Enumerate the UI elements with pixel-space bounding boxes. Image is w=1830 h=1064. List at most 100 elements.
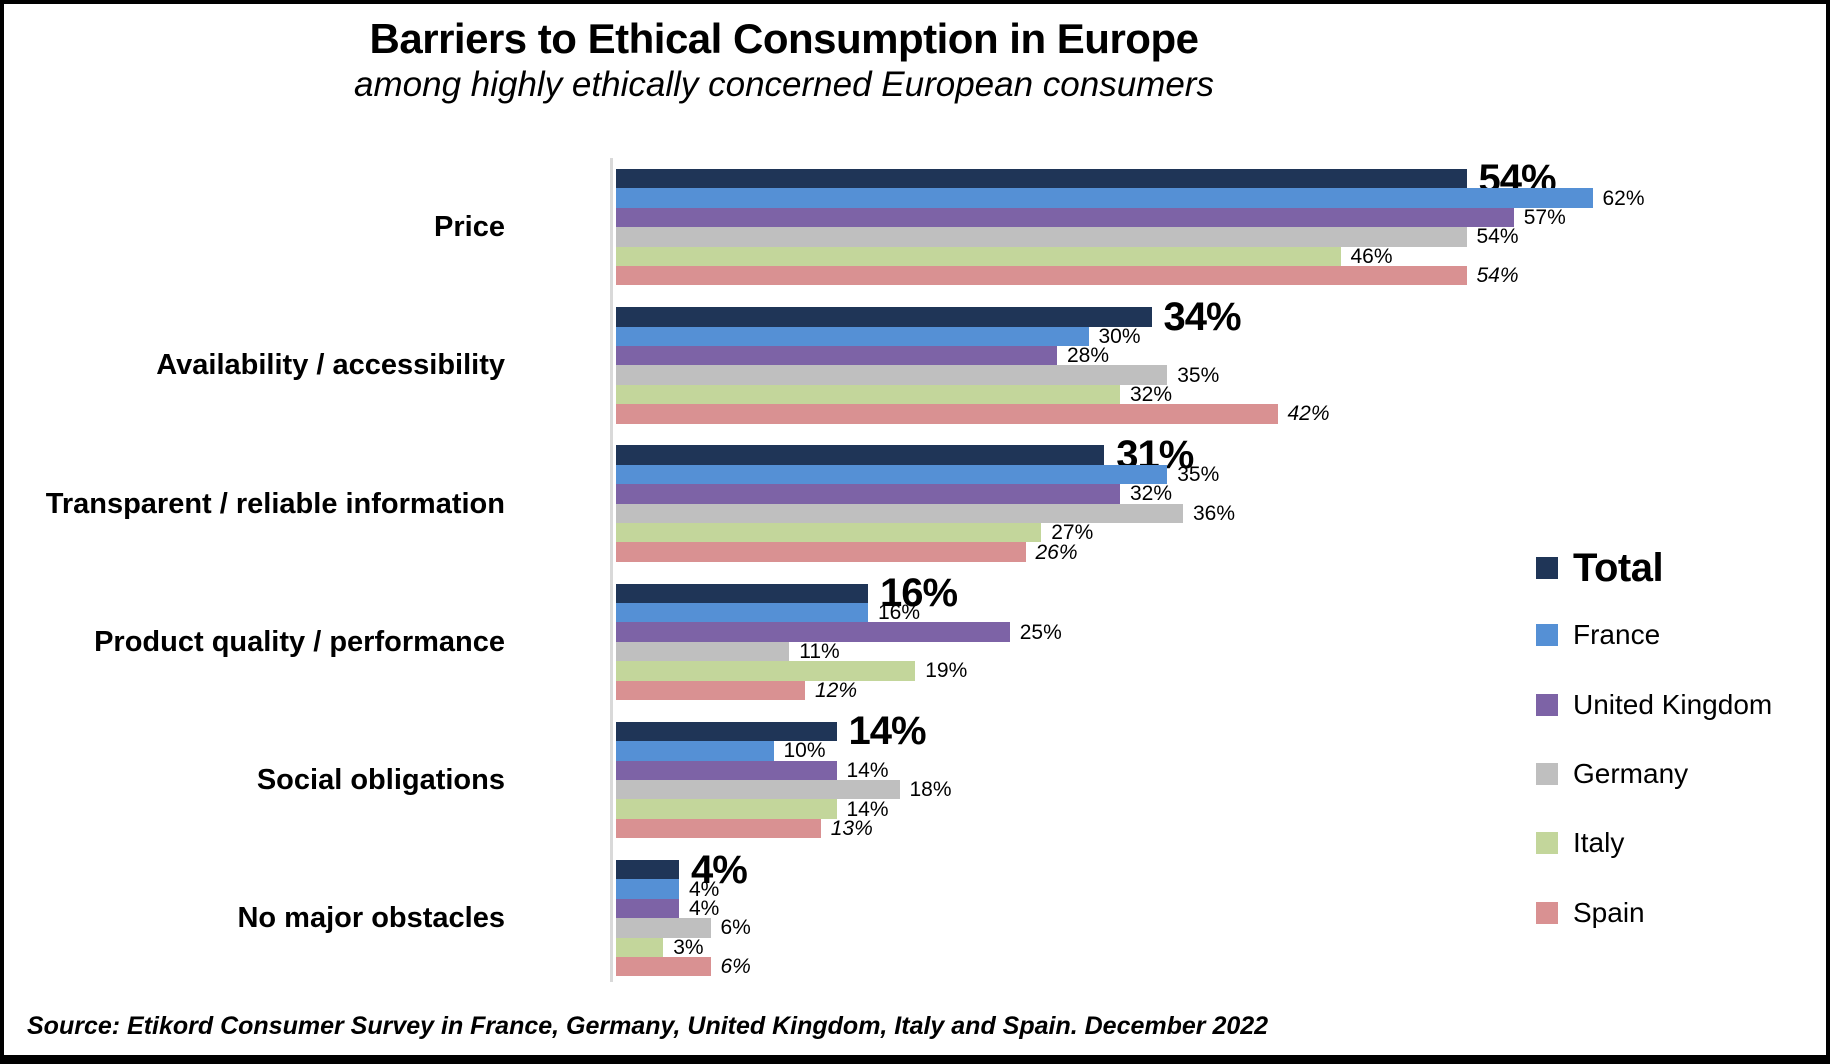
bar-total-social-obligations	[616, 721, 837, 742]
bar-france-transparent-reliable-information	[616, 464, 1168, 485]
bar-row-italy: 3%	[616, 937, 1645, 958]
bar-row-total: 31%	[616, 435, 1645, 475]
value-label-united-kingdom-price: 57%	[1523, 205, 1566, 229]
bar-row-france: 30%	[616, 324, 1645, 348]
bar-row-total: 54%	[616, 159, 1645, 199]
value-label-france-price: 62%	[1602, 186, 1645, 210]
bar-row-spain: 13%	[616, 818, 1645, 839]
value-label-spain-availability-accessibility: 42%	[1287, 402, 1330, 426]
bar-spain-transparent-reliable-information	[616, 542, 1026, 562]
bar-total-no-major-obstacles	[616, 859, 679, 880]
value-label-germany-transparent-reliable-information: 36%	[1193, 501, 1236, 525]
value-label-spain-product-quality-performance: 12%	[815, 678, 858, 702]
bar-row-united-kingdom: 4%	[616, 896, 1645, 920]
bar-total-transparent-reliable-information	[616, 445, 1105, 465]
bar-row-spain: 42%	[616, 402, 1645, 426]
bar-group-transparent-reliable-information: 31% 35% 32% 36% 27% 26%	[616, 435, 1645, 564]
bar-spain-product-quality-performance	[616, 680, 805, 700]
bar-spain-no-major-obstacles	[616, 956, 711, 977]
bar-total-price	[616, 169, 1467, 189]
bar-total-availability-accessibility	[616, 307, 1152, 327]
bar-spain-availability-accessibility	[616, 404, 1278, 424]
bar-row-france: 10%	[616, 739, 1645, 763]
bar-total-product-quality-performance	[616, 583, 868, 603]
value-label-france-availability-accessibility: 30%	[1098, 324, 1141, 348]
bar-row-total: 34%	[616, 297, 1645, 337]
bar-spain-social-obligations	[616, 818, 821, 839]
value-label-france-social-obligations: 10%	[783, 739, 826, 763]
bar-italy-price	[616, 246, 1341, 266]
bar-row-united-kingdom: 28%	[616, 344, 1645, 368]
bar-row-italy: 32%	[616, 382, 1645, 406]
bar-row-germany: 18%	[616, 779, 1645, 800]
bar-italy-social-obligations	[616, 799, 837, 819]
bar-italy-transparent-reliable-information	[616, 522, 1042, 543]
bar-germany-no-major-obstacles	[616, 918, 711, 938]
bar-france-no-major-obstacles	[616, 879, 679, 899]
bar-united-kingdom-social-obligations	[616, 760, 837, 780]
bar-group-availability-accessibility: 34% 30% 28% 35% 32% 42%	[616, 297, 1645, 426]
bar-row-germany: 35%	[616, 363, 1645, 387]
value-label-italy-social-obligations: 14%	[846, 797, 889, 821]
bar-row-italy: 46%	[616, 244, 1645, 268]
y-axis-line	[610, 158, 613, 982]
bar-united-kingdom-transparent-reliable-information	[616, 484, 1120, 504]
bar-row-germany: 11%	[616, 641, 1645, 662]
chart-title: Barriers to Ethical Consumption in Europ…	[369, 15, 1199, 62]
value-label-germany-availability-accessibility: 35%	[1177, 363, 1220, 387]
bar-italy-availability-accessibility	[616, 384, 1120, 405]
bar-italy-product-quality-performance	[616, 661, 916, 681]
bar-row-germany: 6%	[616, 916, 1645, 940]
value-label-united-kingdom-no-major-obstacles: 4%	[689, 896, 720, 920]
bar-row-france: 62%	[616, 186, 1645, 210]
bar-row-united-kingdom: 25%	[616, 620, 1645, 644]
bar-row-spain: 54%	[616, 265, 1645, 286]
value-label-italy-availability-accessibility: 32%	[1130, 382, 1173, 406]
value-label-total-social-obligations: 14%	[848, 709, 927, 754]
value-label-total-product-quality-performance: 16%	[880, 571, 958, 616]
bar-row-france: 35%	[616, 462, 1645, 486]
value-label-france-transparent-reliable-information: 35%	[1177, 462, 1220, 486]
value-label-united-kingdom-availability-accessibility: 28%	[1067, 344, 1110, 368]
bar-germany-availability-accessibility	[616, 365, 1168, 385]
category-label-price: Price	[434, 210, 505, 243]
bar-germany-price	[616, 227, 1467, 247]
value-label-italy-product-quality-performance: 19%	[925, 659, 968, 683]
bar-united-kingdom-no-major-obstacles	[616, 898, 679, 919]
category-label-product-quality-performance: Product quality / performance	[94, 625, 505, 658]
source-note: Source: Etikord Consumer Survey in Franc…	[27, 1012, 1269, 1040]
bar-row-france: 4%	[616, 877, 1645, 901]
bar-france-availability-accessibility	[616, 326, 1089, 346]
bar-france-product-quality-performance	[616, 602, 868, 623]
value-label-italy-price: 46%	[1350, 244, 1393, 268]
bar-row-france: 16%	[616, 601, 1645, 625]
value-label-spain-no-major-obstacles: 6%	[720, 955, 751, 979]
bar-group-product-quality-performance: 16% 16% 25% 11% 19% 12%	[616, 573, 1645, 702]
bar-row-total: 14%	[616, 711, 1645, 751]
bar-france-price	[616, 188, 1593, 208]
value-label-united-kingdom-product-quality-performance: 25%	[1019, 620, 1062, 644]
value-label-total-availability-accessibility: 34%	[1163, 294, 1242, 339]
plot-area: 54% 62% 57% 54% 46% 54% 34% 30% 28% 35% 32% 42% 31% 3…	[616, 159, 1645, 998]
bar-united-kingdom-product-quality-performance	[616, 622, 1010, 642]
bar-italy-no-major-obstacles	[616, 937, 664, 957]
bar-row-united-kingdom: 57%	[616, 205, 1645, 229]
bar-row-total: 16%	[616, 573, 1645, 613]
value-label-italy-transparent-reliable-information: 27%	[1051, 521, 1094, 545]
bar-row-germany: 36%	[616, 501, 1645, 525]
bar-spain-price	[616, 265, 1467, 286]
bar-row-united-kingdom: 32%	[616, 482, 1645, 506]
bar-germany-product-quality-performance	[616, 641, 790, 662]
value-label-united-kingdom-transparent-reliable-information: 32%	[1130, 482, 1173, 506]
value-label-germany-no-major-obstacles: 6%	[720, 916, 751, 940]
bar-row-spain: 6%	[616, 955, 1645, 979]
bar-germany-social-obligations	[616, 779, 900, 800]
value-label-spain-transparent-reliable-information: 26%	[1035, 540, 1078, 564]
bar-row-united-kingdom: 14%	[616, 758, 1645, 782]
value-label-france-no-major-obstacles: 4%	[689, 877, 720, 901]
value-label-united-kingdom-social-obligations: 14%	[846, 758, 889, 782]
value-label-france-product-quality-performance: 16%	[878, 601, 921, 625]
bar-row-spain: 12%	[616, 678, 1645, 702]
category-label-social-obligations: Social obligations	[256, 763, 505, 796]
